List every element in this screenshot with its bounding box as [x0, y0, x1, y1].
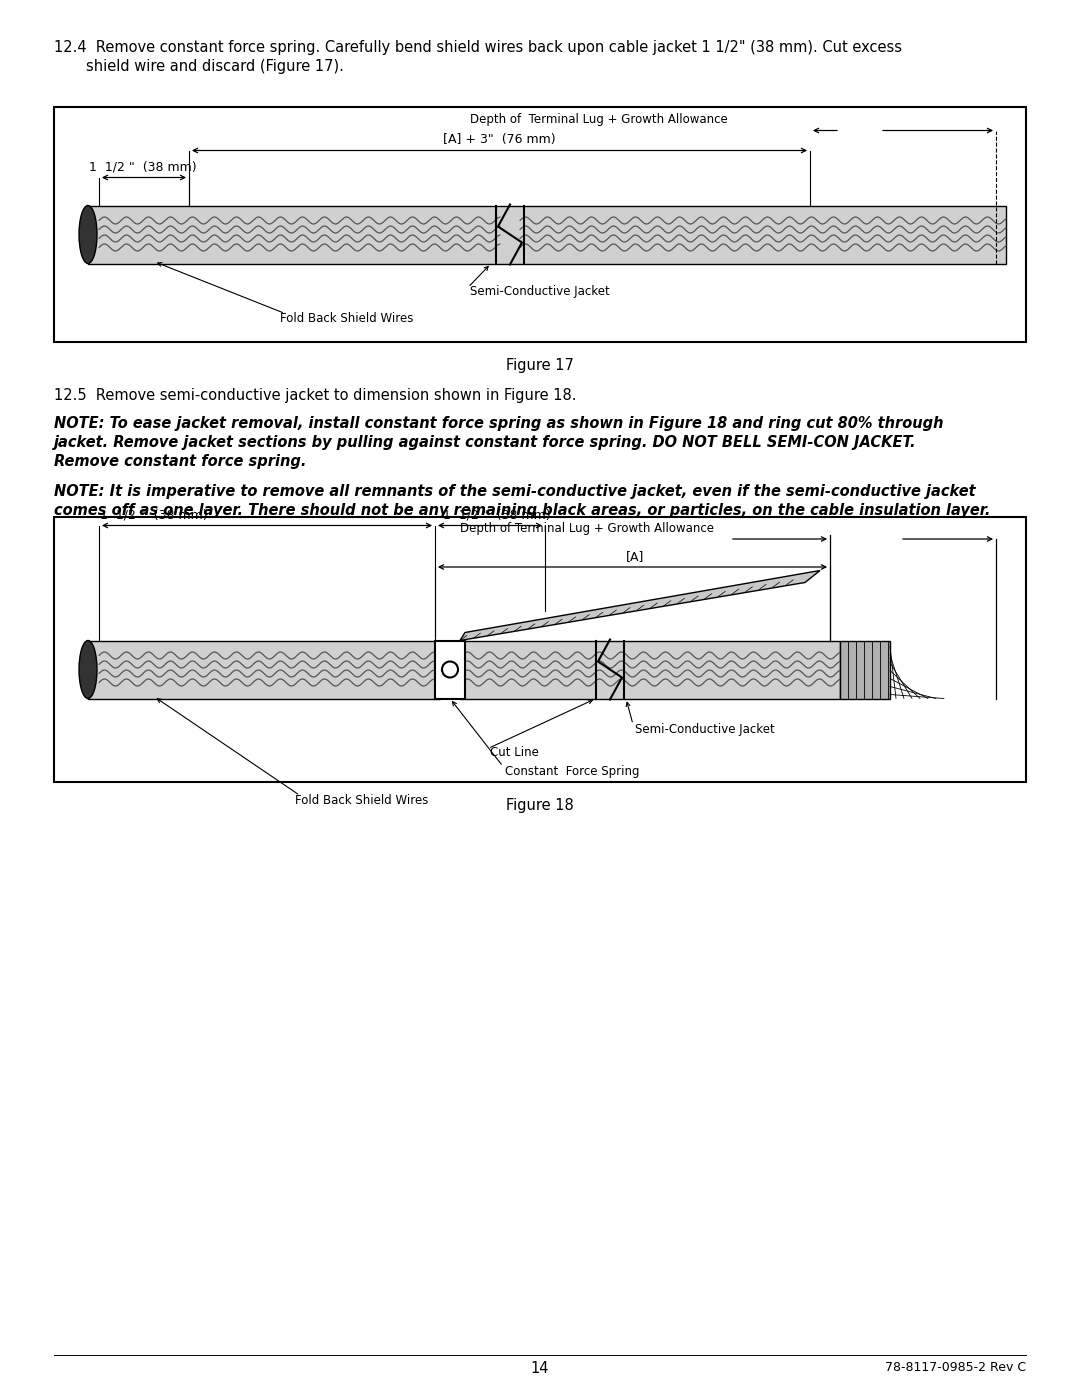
Text: Figure 17: Figure 17: [507, 358, 573, 373]
Text: Figure 18: Figure 18: [507, 798, 573, 813]
Text: NOTE: It is imperative to remove all remnants of the semi-conductive jacket, eve: NOTE: It is imperative to remove all rem…: [54, 483, 975, 499]
Bar: [460, 640, 840, 698]
Ellipse shape: [79, 640, 97, 698]
Text: Fold Back Shield Wires: Fold Back Shield Wires: [295, 793, 429, 806]
Text: 1  1/2 "  (38 mm): 1 1/2 " (38 mm): [100, 509, 207, 521]
Bar: [54, 517, 1026, 782]
Bar: [87, 205, 1005, 264]
Text: 14: 14: [530, 1361, 550, 1376]
Text: Semi-Conductive Jacket: Semi-Conductive Jacket: [635, 722, 774, 735]
Polygon shape: [460, 570, 820, 640]
Bar: [54, 108, 1026, 342]
Text: 78-8117-0985-2 Rev C: 78-8117-0985-2 Rev C: [885, 1361, 1026, 1375]
Text: comes off as one layer. There should not be any remaining black areas, or partic: comes off as one layer. There should not…: [54, 503, 990, 518]
Text: Depth of Terminal Lug + Growth Allowance: Depth of Terminal Lug + Growth Allowance: [460, 522, 714, 535]
Text: [A] + 3"  (76 mm): [A] + 3" (76 mm): [443, 134, 556, 147]
Text: Semi-Conductive Jacket: Semi-Conductive Jacket: [470, 285, 610, 299]
Ellipse shape: [79, 205, 97, 264]
Bar: [840, 640, 890, 698]
Bar: [435, 640, 465, 698]
Text: 1  1/2 "  (38 mm): 1 1/2 " (38 mm): [89, 161, 197, 173]
Text: 1  1/2 "  (38 mm): 1 1/2 " (38 mm): [443, 509, 551, 521]
Text: NOTE: To ease jacket removal, install constant force spring as shown in Figure 1: NOTE: To ease jacket removal, install co…: [54, 416, 944, 432]
Circle shape: [442, 662, 458, 678]
Text: jacket. Remove jacket sections by pulling against constant force spring. DO NOT : jacket. Remove jacket sections by pullin…: [54, 434, 917, 450]
Text: 12.4  Remove constant force spring. Carefully bend shield wires back upon cable : 12.4 Remove constant force spring. Caref…: [54, 41, 902, 54]
Text: 12.5  Remove semi-conductive jacket to dimension shown in Figure 18.: 12.5 Remove semi-conductive jacket to di…: [54, 388, 577, 402]
Text: shield wire and discard (Figure 17).: shield wire and discard (Figure 17).: [86, 59, 343, 74]
Text: Depth of  Terminal Lug + Growth Allowance: Depth of Terminal Lug + Growth Allowance: [470, 113, 728, 127]
Text: Fold Back Shield Wires: Fold Back Shield Wires: [280, 312, 414, 324]
Text: Remove constant force spring.: Remove constant force spring.: [54, 454, 307, 469]
Text: [A]: [A]: [625, 550, 644, 563]
Text: Constant  Force Spring: Constant Force Spring: [505, 764, 639, 778]
Text: Cut Line: Cut Line: [490, 746, 539, 760]
Bar: [87, 640, 440, 698]
